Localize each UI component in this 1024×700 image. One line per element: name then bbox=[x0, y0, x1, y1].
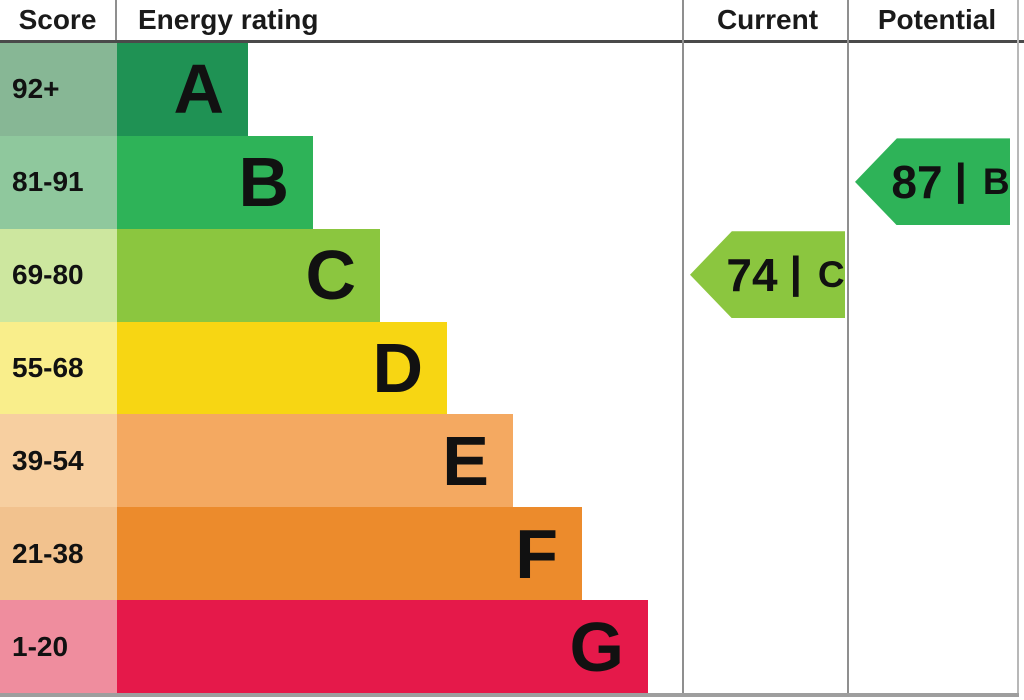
current-rating-arrow: 74 | C bbox=[690, 231, 845, 319]
header-score: Score bbox=[0, 0, 117, 40]
potential-score-value: 87 bbox=[891, 155, 943, 208]
header-energy-rating: Energy rating bbox=[138, 4, 319, 35]
score-range-g: 1-20 bbox=[0, 600, 117, 694]
rating-row-c: 69-80 C bbox=[0, 228, 682, 322]
separator-pipe: | bbox=[789, 247, 802, 297]
score-range-d: 55-68 bbox=[0, 321, 117, 415]
column-divider-current bbox=[682, 0, 684, 697]
score-range-c: 69-80 bbox=[0, 228, 117, 322]
separator-pipe: | bbox=[954, 154, 967, 204]
rating-row-g: 1-20 G bbox=[0, 600, 682, 694]
rating-bar-b: B bbox=[117, 135, 313, 229]
score-range-e: 39-54 bbox=[0, 414, 117, 508]
rating-rows: 92+ A 81-91 B 69-80 C 55-68 D 39-54 E 21-38 F 1-20 G bbox=[0, 43, 682, 694]
table-header: Score Energy rating Current Potential bbox=[0, 0, 1024, 40]
header-potential: Potential bbox=[877, 4, 997, 35]
potential-rating-arrow: 87 | B bbox=[855, 138, 1010, 226]
score-range-f: 21-38 bbox=[0, 507, 117, 601]
right-border-line bbox=[1017, 0, 1019, 697]
rating-bar-a: A bbox=[117, 43, 248, 136]
rating-row-a: 92+ A bbox=[0, 43, 682, 136]
header-current: Current bbox=[716, 4, 819, 35]
rating-bar-f: F bbox=[117, 507, 582, 601]
header-divider-line bbox=[0, 40, 1024, 43]
rating-row-d: 55-68 D bbox=[0, 321, 682, 415]
rating-bar-c: C bbox=[117, 228, 380, 322]
score-range-a: 92+ bbox=[0, 43, 117, 136]
rating-bar-d: D bbox=[117, 321, 447, 415]
current-grade-letter: C bbox=[817, 254, 845, 296]
rating-row-f: 21-38 F bbox=[0, 507, 682, 601]
rating-bar-e: E bbox=[117, 414, 513, 508]
rating-row-b: 81-91 B bbox=[0, 135, 682, 229]
bottom-border-line bbox=[0, 693, 1019, 697]
column-divider-potential bbox=[847, 0, 849, 697]
potential-grade-letter: B bbox=[982, 161, 1010, 203]
rating-bar-g: G bbox=[117, 600, 648, 694]
current-score-value: 74 bbox=[726, 248, 778, 301]
score-range-b: 81-91 bbox=[0, 135, 117, 229]
rating-row-e: 39-54 E bbox=[0, 414, 682, 508]
